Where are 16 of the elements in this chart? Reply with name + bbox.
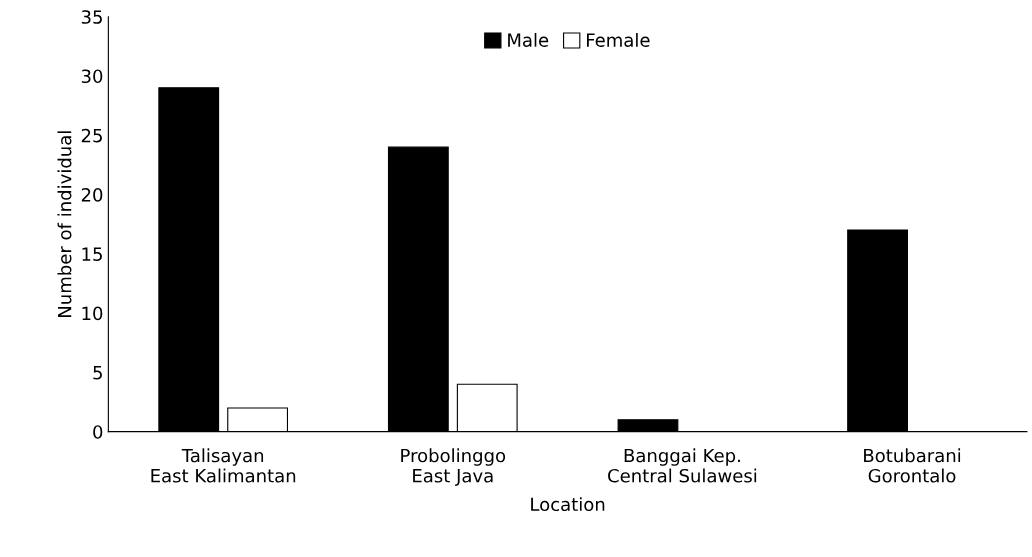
y-tick-label: 35	[81, 10, 102, 24]
y-tick-label: 25	[81, 128, 102, 143]
y-tick-label: 0	[93, 425, 103, 439]
x-tick-label: Talisayan East Kalimantan	[151, 448, 296, 483]
x-axis-title: Location	[531, 497, 605, 512]
x-tick-label: Banggai Kep. Central Sulawesi	[608, 448, 757, 483]
y-tick-label: 15	[82, 247, 102, 261]
y-tick-label: 20	[81, 188, 103, 202]
x-tick-label: Probolinggo East Java	[401, 448, 506, 486]
y-tick-label: 5	[93, 366, 102, 380]
x-tick-label: Botubarani Gorontalo	[864, 448, 961, 483]
y-axis-title: Number of individual	[57, 131, 72, 317]
legend-label: Male	[508, 32, 549, 47]
y-tick-label: 30	[81, 69, 103, 84]
y-tick-label: 10	[82, 306, 103, 321]
legend-label: Female	[587, 32, 650, 47]
